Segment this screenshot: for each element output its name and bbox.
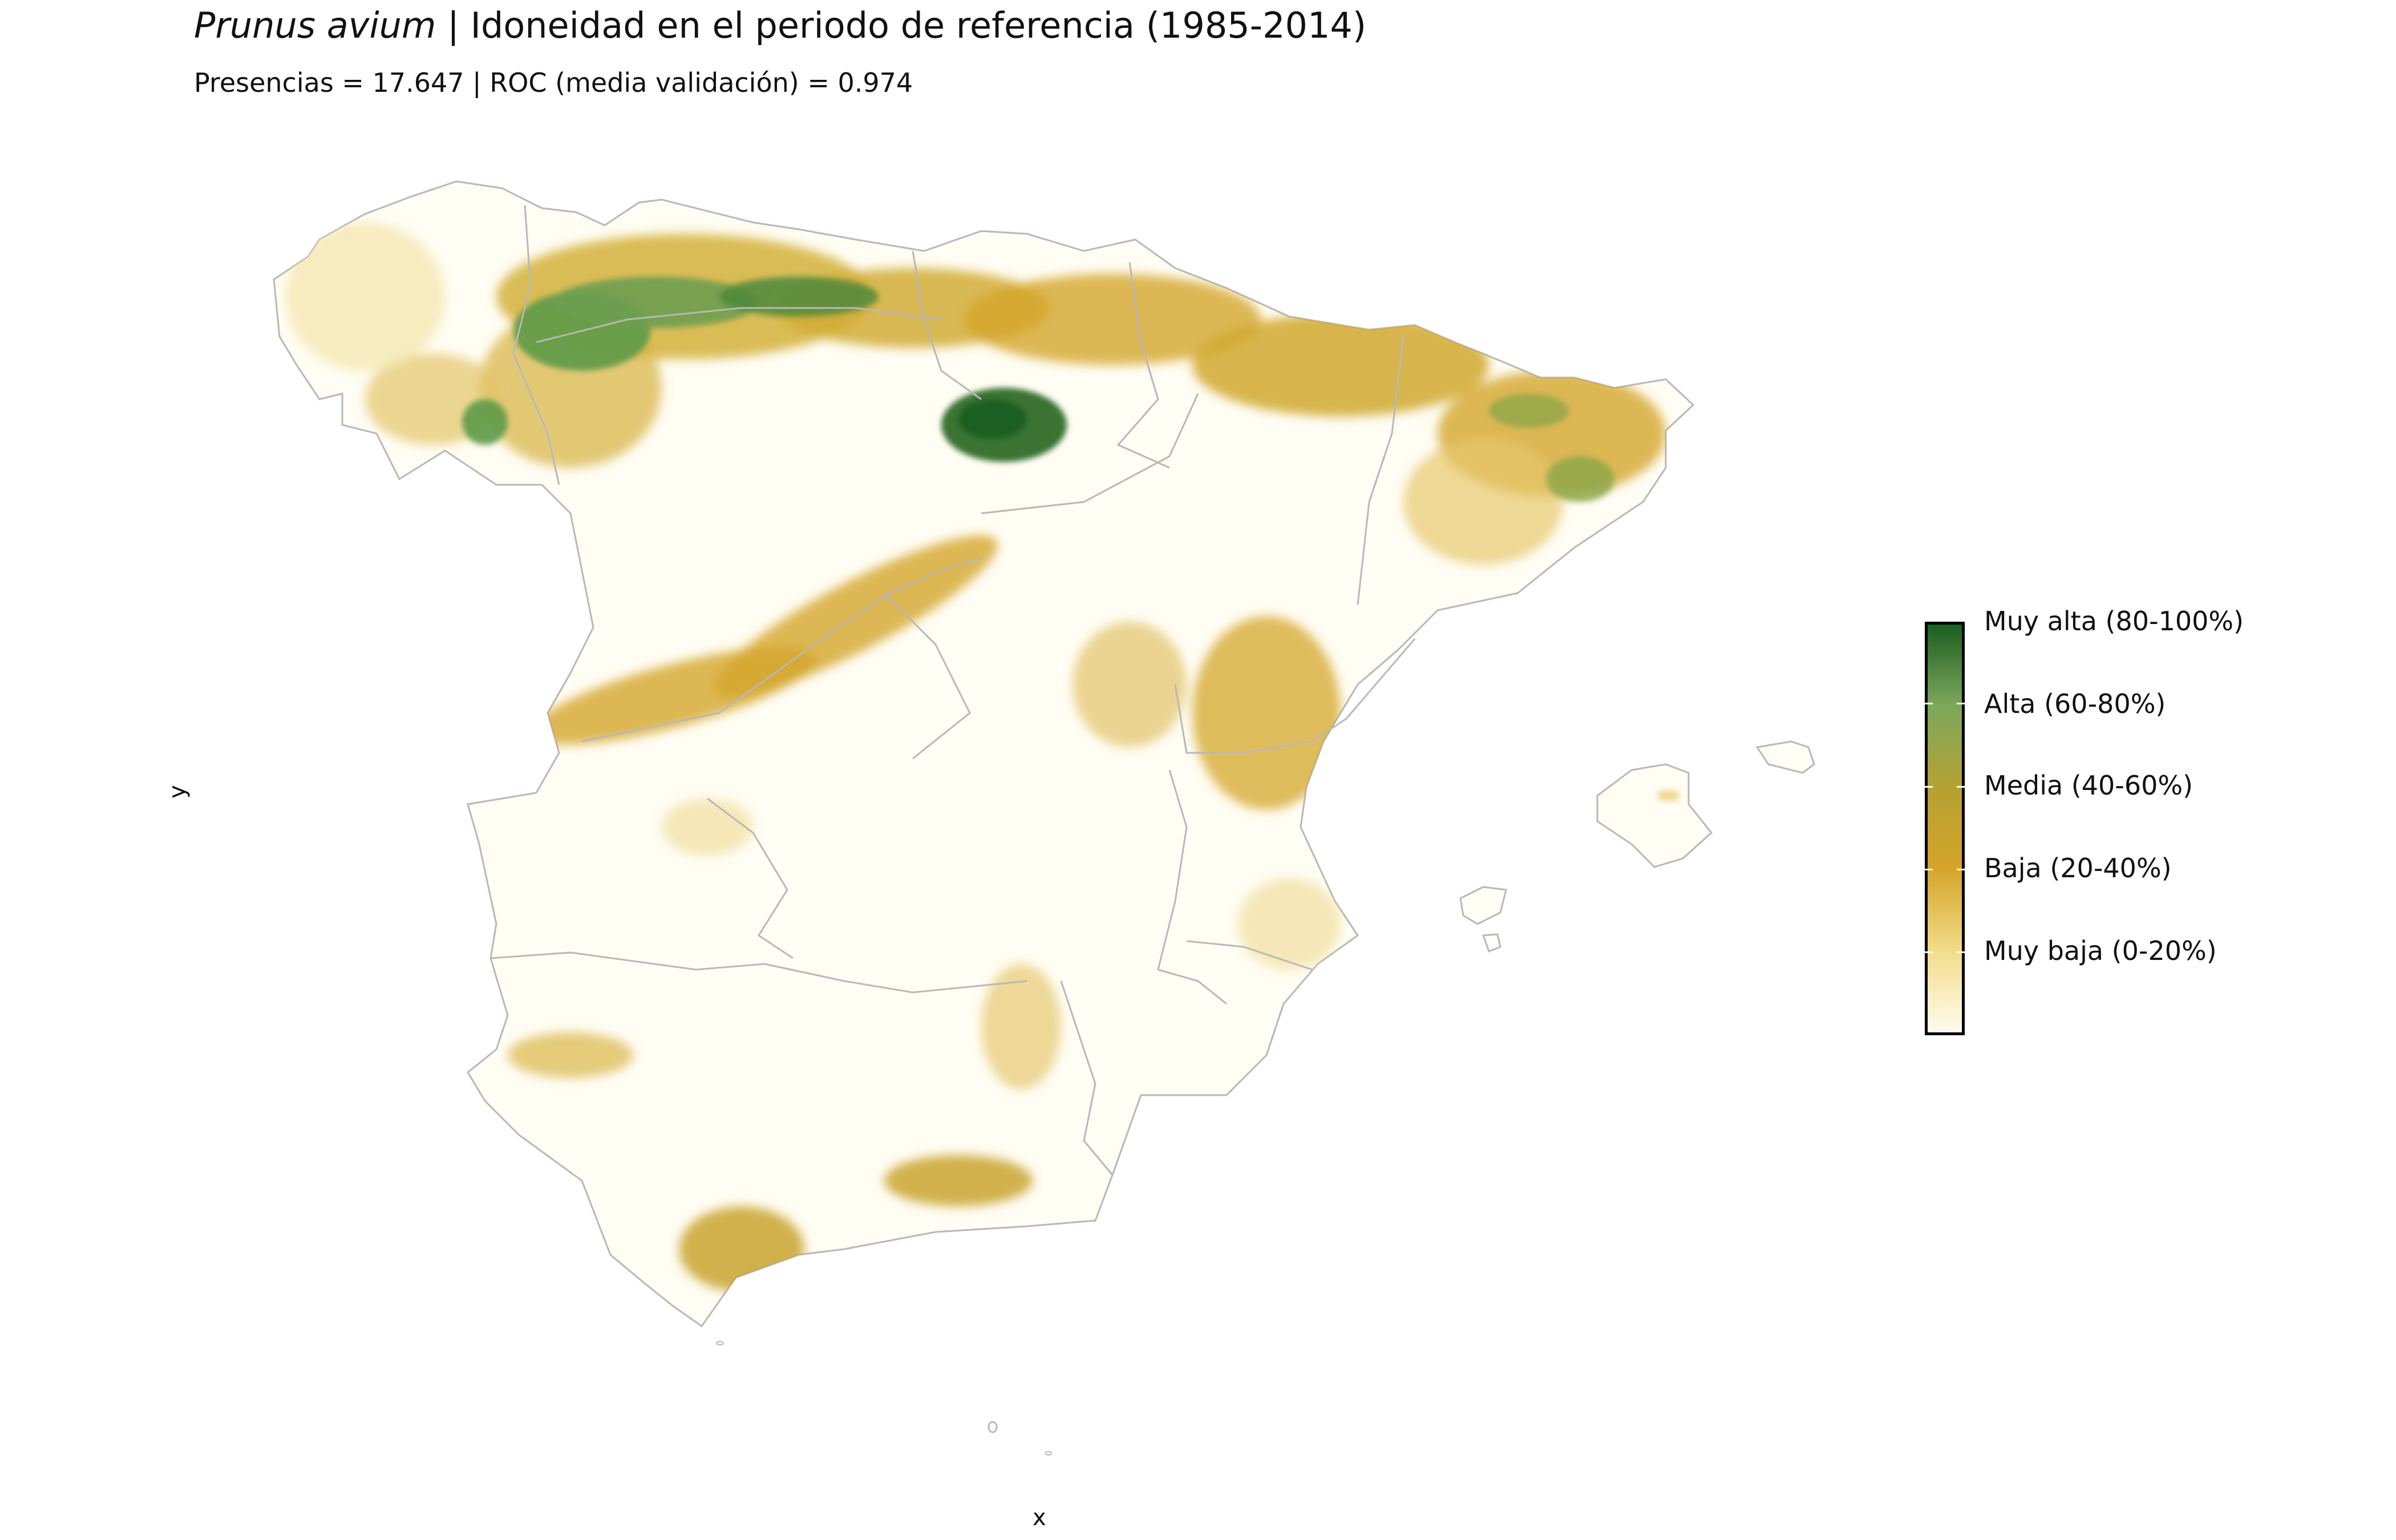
legend-label-media: Media (40-60%) [1984,770,2193,801]
legend-label-muy-baja: Muy baja (0-20%) [1984,935,2217,966]
legend-label-alta: Alta (60-80%) [1984,688,2166,719]
legend-tick [1957,869,1965,870]
map-subtitle: Presencias = 17.647 | ROC (media validac… [194,67,913,98]
map-title: Prunus avium | Idoneidad en el periodo d… [194,5,1366,46]
legend-label-baja: Baja (20-40%) [1984,853,2172,884]
title-text: | Idoneidad en el periodo de referencia … [436,5,1367,46]
legend-tick [1957,951,1965,953]
x-axis-label: x [1033,1505,1046,1531]
suitability-patches [285,222,1666,1292]
enclave-ceuta [987,1421,998,1433]
island-formentera [1482,933,1501,953]
legend-colorbar [1925,622,1965,1035]
legend-tick [1925,869,1933,870]
enclave-melilla [1045,1451,1052,1456]
legend-tick [1957,786,1965,788]
island-menorca [1755,740,1815,774]
legend-tick [1925,951,1933,953]
title-species: Prunus avium [194,5,436,46]
island-mallorca [1596,763,1713,868]
legend-tick [1925,703,1933,704]
mainland-region [273,180,1695,1328]
legend-tick [1957,703,1965,704]
legend-label-muy-alta: Muy alta (80-100%) [1984,606,2244,637]
region-borders [490,205,1416,1176]
legend-tick [1925,786,1933,788]
island-ibiza [1459,886,1507,925]
